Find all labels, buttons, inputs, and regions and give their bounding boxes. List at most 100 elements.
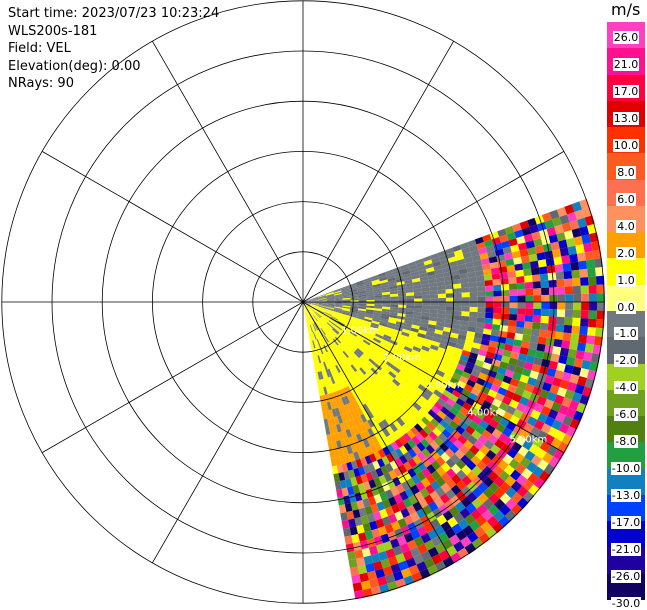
velocity-gate: [525, 289, 533, 296]
velocity-gate: [502, 302, 510, 308]
velocity-gate: [532, 322, 541, 330]
velocity-gate: [525, 282, 533, 289]
colorbar-tick-label: 8.0: [607, 167, 645, 179]
velocity-gate: [533, 281, 541, 288]
velocity-gate: [587, 268, 596, 277]
velocity-gate: [510, 302, 518, 308]
velocity-gate: [485, 280, 493, 286]
velocity-gate: [430, 298, 438, 302]
azimuth-spoke: [152, 302, 303, 563]
velocity-gate: [398, 299, 406, 302]
velocity-gate: [500, 278, 509, 285]
velocity-gate: [571, 270, 580, 279]
velocity-gate: [478, 307, 486, 313]
colorbar-tick-label: -21.0: [607, 544, 645, 556]
velocity-gate: [461, 287, 469, 292]
velocity-gate: [570, 262, 579, 271]
colorbar-tick-label: 2.0: [607, 248, 645, 260]
velocity-gate: [581, 310, 589, 319]
velocity-gate: [532, 274, 541, 282]
velocity-gate: [569, 341, 578, 350]
velocity-gate: [422, 309, 430, 313]
velocity-gate: [578, 261, 587, 270]
velocity-gate: [509, 290, 517, 296]
velocity-gate: [469, 317, 477, 323]
velocity-gate: [563, 271, 572, 280]
velocity-gate: [541, 281, 549, 289]
velocity-gate: [539, 266, 548, 274]
velocity-gate: [406, 299, 414, 302]
velocity-gate: [563, 325, 572, 334]
velocity-gate: [406, 302, 414, 305]
velocity-gate: [469, 287, 477, 293]
velocity-gate: [585, 251, 594, 261]
velocity-gate: [580, 318, 589, 327]
velocity-gate: [589, 293, 597, 302]
velocity-gate: [533, 288, 541, 295]
velocity-gate: [565, 302, 573, 310]
velocity-gate: [453, 311, 461, 316]
velocity-gate: [586, 335, 595, 344]
colorbar-tick-label: 0.0: [607, 302, 645, 314]
velocity-gate: [508, 277, 517, 284]
velocity-gate: [533, 295, 541, 302]
velocity-gate: [485, 307, 493, 313]
velocity-gate: [533, 309, 541, 316]
velocity-gate: [430, 302, 438, 306]
colorbar-tick-label: -1.0: [607, 328, 645, 340]
velocity-gate: [541, 316, 549, 324]
velocity-gate: [492, 279, 500, 285]
range-label: 2.00km: [383, 353, 421, 364]
velocity-gate: [516, 276, 525, 283]
velocity-gate: [509, 283, 517, 290]
colorbar-tick-label: -4.0: [607, 382, 645, 394]
velocity-gate: [501, 308, 509, 314]
velocity-gate: [548, 280, 556, 288]
velocity-gate: [422, 298, 430, 302]
velocity-gate: [494, 296, 502, 302]
velocity-gate: [562, 332, 571, 341]
velocity-gate: [470, 292, 478, 297]
velocity-gate: [508, 320, 517, 327]
velocity-gate: [555, 264, 564, 272]
velocity-sector: [303, 199, 605, 600]
velocity-gate: [522, 334, 531, 342]
velocity-gate: [406, 296, 414, 299]
velocity-gate: [390, 305, 398, 308]
velocity-gate: [492, 324, 501, 331]
colorbar-tick-label: 4.0: [607, 221, 645, 233]
velocity-gate: [446, 298, 454, 302]
velocity-gate: [541, 295, 549, 302]
velocity-gate: [565, 294, 573, 302]
range-label: 5.00km: [510, 435, 548, 446]
velocity-gate: [438, 310, 446, 315]
velocity-gate: [492, 319, 500, 325]
velocity-gate: [446, 289, 454, 294]
velocity-gate: [349, 559, 358, 568]
velocity-gate: [549, 287, 557, 295]
velocity-gate: [579, 269, 588, 278]
velocity-gate: [398, 302, 406, 305]
colorbar-tick-label: -8.0: [607, 436, 645, 448]
velocity-gate: [564, 317, 572, 325]
velocity-gate: [484, 323, 493, 329]
colorbar-tick-label: 10.0: [607, 140, 645, 152]
velocity-gate: [581, 302, 589, 310]
velocity-gate: [510, 296, 518, 302]
velocity-gate: [406, 305, 414, 308]
velocity-gate: [353, 582, 363, 591]
velocity-gate: [573, 294, 581, 302]
velocity-gate: [414, 308, 422, 312]
velocity-gate: [552, 249, 561, 258]
colorbar-unit: m/s: [611, 0, 640, 19]
velocity-gate: [515, 270, 524, 277]
velocity-gate: [493, 308, 501, 314]
velocity-gate: [587, 327, 596, 336]
velocity-gate: [517, 302, 525, 308]
velocity-gate: [390, 302, 398, 305]
velocity-gate: [477, 286, 485, 292]
velocity-gate: [560, 247, 569, 256]
velocity-gate: [517, 289, 525, 296]
velocity-gate: [477, 281, 485, 287]
